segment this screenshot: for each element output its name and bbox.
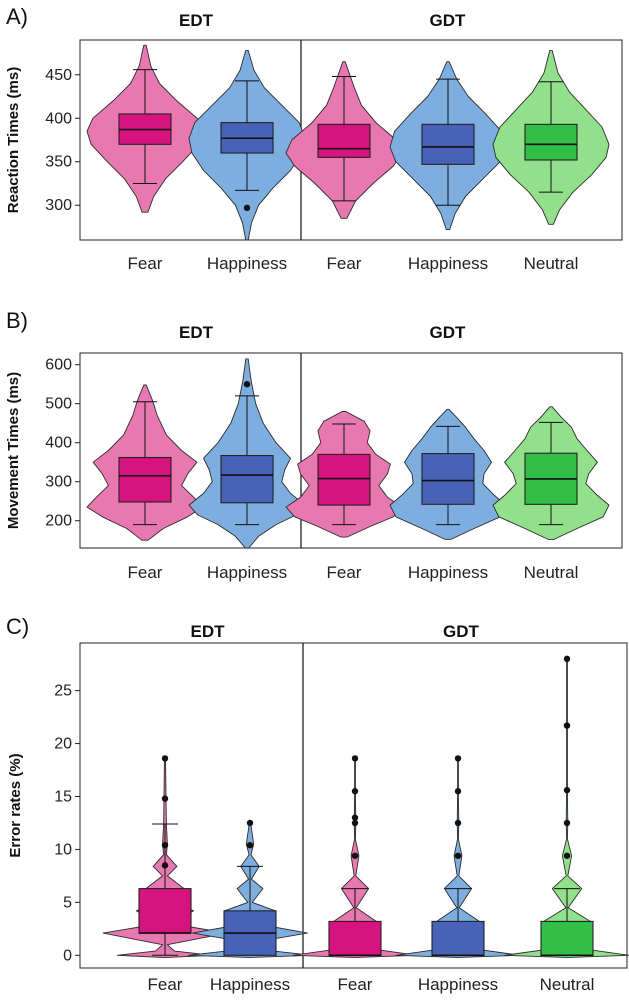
group-label-edt: EDT <box>191 622 226 641</box>
outlier-point <box>243 204 251 212</box>
violin-edt-happiness <box>187 819 313 958</box>
plot-frame <box>79 352 623 549</box>
y-tick-label: 600 <box>45 357 72 374</box>
y-tick-label: 300 <box>45 474 72 491</box>
category-label: Happiness <box>207 254 287 273</box>
y-axis-label: Movement Times (ms) <box>5 372 22 529</box>
outlier-point <box>454 788 462 795</box>
category-label: Neutral <box>540 975 595 994</box>
category-label: Happiness <box>408 254 488 273</box>
category-label: Fear <box>327 563 362 582</box>
outlier-point <box>454 852 462 859</box>
category-label: Happiness <box>207 563 287 582</box>
violin-edt-fear <box>86 44 204 213</box>
violin-gdt-happiness <box>389 409 507 540</box>
group-label-edt: EDT <box>179 11 214 30</box>
y-tick-label: 450 <box>45 67 72 84</box>
y-tick-label: 10 <box>54 841 72 858</box>
outlier-point <box>161 755 169 762</box>
violin-gdt-neutral <box>492 49 610 225</box>
violin-gdt-fear <box>285 411 403 538</box>
iqr-box <box>328 920 382 956</box>
outlier-point <box>161 795 169 802</box>
panel-2: B) Movement Times (ms) 200 300 400 500 600 EDT F… <box>5 308 623 582</box>
y-axis-label: Reaction Times (ms) <box>5 67 22 213</box>
group-label-gdt: GDT <box>430 11 467 30</box>
category-label: Fear <box>327 254 362 273</box>
outlier-point <box>351 814 359 821</box>
iqr-box <box>421 453 475 505</box>
panel-1: A) Reaction Times (ms) 300 350 400 450 EDT Fear… <box>5 4 623 273</box>
violin-gdt-neutral <box>504 655 629 958</box>
group-label-gdt: GDT <box>443 622 480 641</box>
y-tick-label: 5 <box>63 894 72 911</box>
outlier-point <box>563 786 571 794</box>
violin-gdt-fear <box>292 755 418 958</box>
group-label-gdt: GDT <box>430 323 467 342</box>
iqr-box <box>421 123 475 165</box>
y-tick-label: 400 <box>45 435 72 452</box>
category-label: Happiness <box>408 563 488 582</box>
panel-3: C) Error rates (%) 0 5 10 15 20 25 EDT Fear Happin… <box>6 614 629 994</box>
outlier-point <box>563 819 571 827</box>
outlier-point <box>246 819 254 827</box>
panel-letter: A) <box>6 4 28 29</box>
violin-gdt-neutral <box>492 406 610 540</box>
y-axis-label: Error rates (%) <box>7 753 24 857</box>
violin-gdt-happiness <box>389 61 507 231</box>
violin-edt-fear <box>102 755 228 958</box>
y-tick-label: 20 <box>54 736 72 753</box>
category-label: Happiness <box>210 975 290 994</box>
iqr-box <box>524 123 578 161</box>
violin-edt-happiness <box>188 358 306 549</box>
outlier-point <box>563 852 571 859</box>
violin-edt-fear <box>86 384 204 541</box>
y-tick-label: 15 <box>54 789 72 806</box>
violin-gdt-happiness <box>395 755 521 958</box>
outlier-point <box>351 788 359 795</box>
panel-letter: C) <box>6 614 29 639</box>
y-tick-label: 300 <box>45 197 72 214</box>
iqr-box <box>317 123 371 158</box>
outlier-point <box>246 841 254 849</box>
plot-frame <box>79 39 623 241</box>
y-tick-label: 500 <box>45 396 72 413</box>
violin-gdt-fear <box>285 61 403 219</box>
y-tick-label: 0 <box>63 947 72 964</box>
iqr-box <box>431 920 485 956</box>
violin-edt-happiness <box>188 49 306 241</box>
category-label: Happiness <box>418 975 498 994</box>
outlier-point <box>563 655 571 663</box>
iqr-box <box>317 453 371 506</box>
outlier-point <box>454 755 462 762</box>
y-tick-label: 25 <box>54 683 72 700</box>
category-label: Fear <box>128 254 163 273</box>
category-label: Neutral <box>524 563 579 582</box>
outlier-point <box>351 852 359 859</box>
outlier-point <box>351 755 359 762</box>
outlier-point <box>161 841 169 849</box>
group-label-edt: EDT <box>179 323 214 342</box>
outlier-point <box>454 819 462 827</box>
iqr-box <box>220 455 274 504</box>
outlier-point <box>161 862 169 869</box>
category-label: Fear <box>128 563 163 582</box>
iqr-box <box>138 888 192 934</box>
y-tick-label: 200 <box>45 513 72 530</box>
outlier-point <box>351 819 359 827</box>
category-label: Fear <box>148 975 183 994</box>
outlier-point <box>563 722 571 729</box>
iqr-box <box>540 920 594 956</box>
panel-letter: B) <box>6 308 28 333</box>
outlier-point <box>243 381 251 388</box>
y-tick-label: 350 <box>45 154 72 171</box>
plot-frame <box>79 642 628 969</box>
iqr-box <box>118 456 172 503</box>
y-tick-label: 400 <box>45 110 72 127</box>
category-label: Neutral <box>524 254 579 273</box>
category-label: Fear <box>338 975 373 994</box>
